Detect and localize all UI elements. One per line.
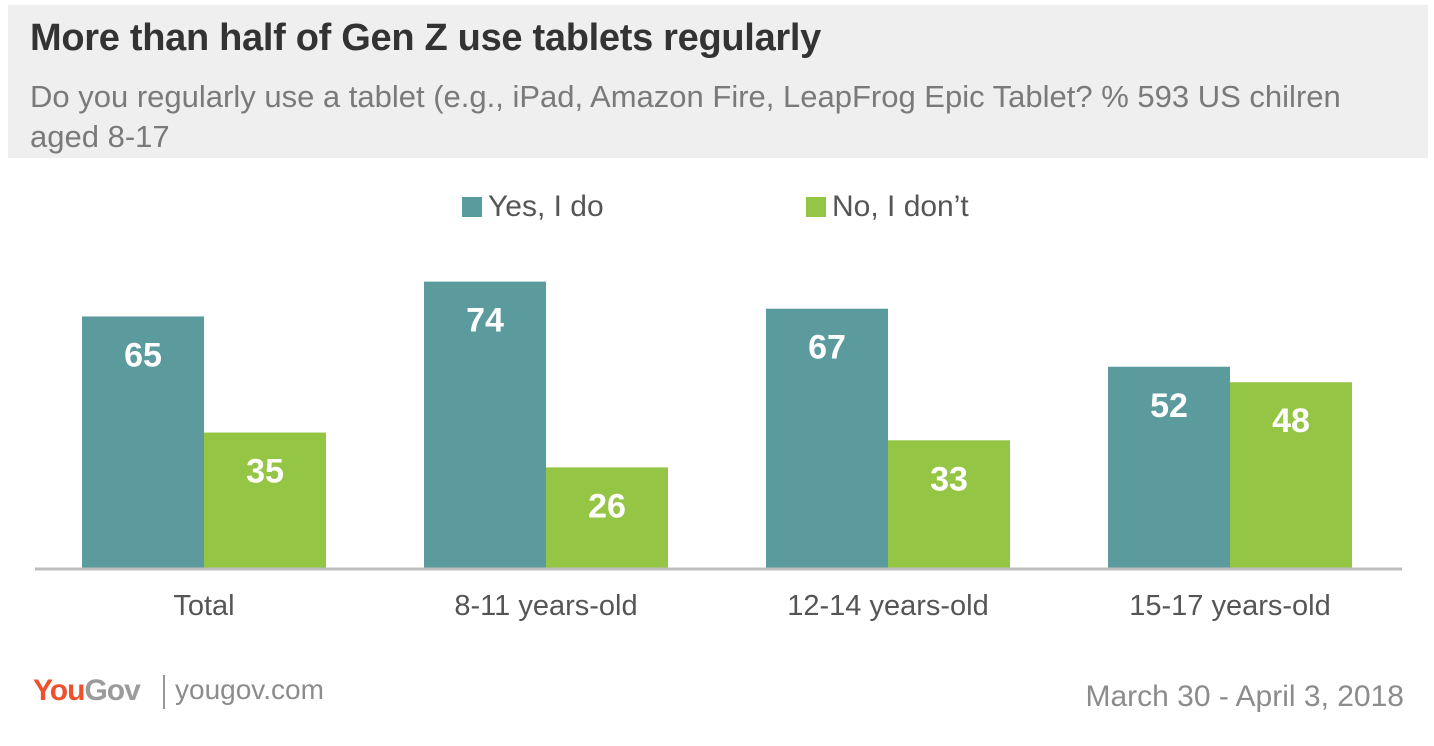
data-label-yes-0: 65 — [124, 336, 162, 374]
category-label-2: 12-14 years-old — [787, 590, 989, 622]
header-panel: More than half of Gen Z use tablets regu… — [8, 5, 1428, 158]
data-label-no-2: 33 — [930, 460, 968, 498]
bar-yes-1 — [424, 281, 546, 568]
bar-yes-3 — [1108, 366, 1230, 568]
data-label-no-1: 26 — [588, 487, 626, 525]
yougov-logo: YouGov — [33, 674, 141, 707]
data-label-no-3: 48 — [1272, 402, 1310, 440]
data-label-no-0: 35 — [246, 453, 284, 491]
footer-date: March 30 - April 3, 2018 — [1085, 680, 1404, 713]
legend-label-yes: Yes, I do — [488, 190, 604, 223]
legend-swatch-yes — [462, 197, 482, 217]
legend-label-no: No, I don’t — [832, 190, 969, 223]
data-label-yes-2: 67 — [808, 329, 846, 367]
legend-item-yes: Yes, I do — [462, 190, 604, 224]
bar-no-3 — [1230, 382, 1352, 568]
chart-subtitle: Do you regularly use a tablet (e.g., iPa… — [30, 79, 1341, 154]
category-label-3: 15-17 years-old — [1129, 590, 1331, 622]
bar-no-1 — [546, 467, 668, 568]
footer-url: yougov.com — [175, 674, 324, 705]
data-label-yes-3: 52 — [1150, 387, 1188, 425]
bar-no-2 — [888, 440, 1010, 568]
legend-swatch-no — [806, 197, 826, 217]
category-label-1: 8-11 years-old — [454, 590, 637, 622]
bar-yes-2 — [766, 308, 888, 568]
category-label-0: Total — [173, 590, 234, 622]
bar-no-0 — [204, 432, 326, 568]
footer-separator — [163, 675, 165, 709]
chart-title: More than half of Gen Z use tablets regu… — [30, 17, 821, 59]
legend-item-no: No, I don’t — [806, 190, 969, 224]
bar-yes-0 — [82, 316, 204, 568]
data-label-yes-1: 74 — [466, 302, 504, 340]
